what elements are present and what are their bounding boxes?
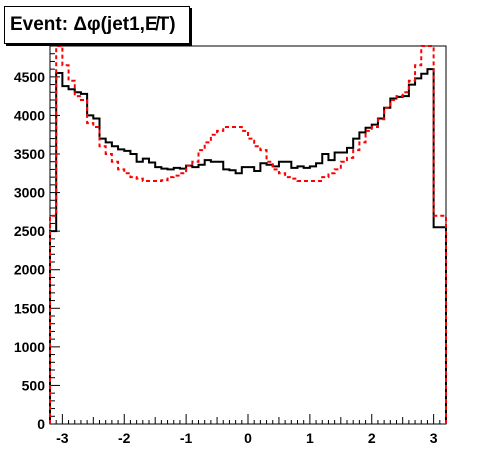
y-tick-label: 4000	[14, 107, 45, 123]
axis-tick-labels: 0 500 1000 1500 2000 2500 3000 3500 4000 4500 -3 -2…	[14, 69, 438, 446]
series-2-line	[49, 45, 447, 424]
chart-title: Event: Δφ(jet1,E̸T)	[10, 14, 176, 35]
axis-ticks	[50, 45, 441, 425]
x-tick-label: -1	[180, 430, 193, 446]
x-tick-label: 3	[430, 430, 438, 446]
x-tick-label: -2	[118, 430, 131, 446]
y-tick-label: 2000	[14, 262, 45, 278]
y-tick-label: 1000	[14, 339, 45, 355]
y-tick-label: 3000	[14, 185, 45, 201]
y-tick-label: 500	[22, 377, 46, 393]
y-tick-label: 1500	[14, 300, 45, 316]
x-tick-label: 1	[306, 430, 314, 446]
title-box: Event: Δφ(jet1,E̸T)	[4, 6, 190, 44]
x-tick-label: 2	[368, 430, 376, 446]
x-tick-label: 0	[244, 430, 252, 446]
y-tick-label: 2500	[14, 223, 45, 239]
x-tick-label: -3	[56, 430, 69, 446]
y-tick-label: 3500	[14, 146, 45, 162]
y-tick-label: 4500	[14, 69, 45, 85]
series-1-line	[49, 68, 447, 424]
y-tick-label: 0	[37, 416, 45, 432]
plot-frame	[49, 45, 447, 425]
series-layer	[49, 45, 447, 424]
